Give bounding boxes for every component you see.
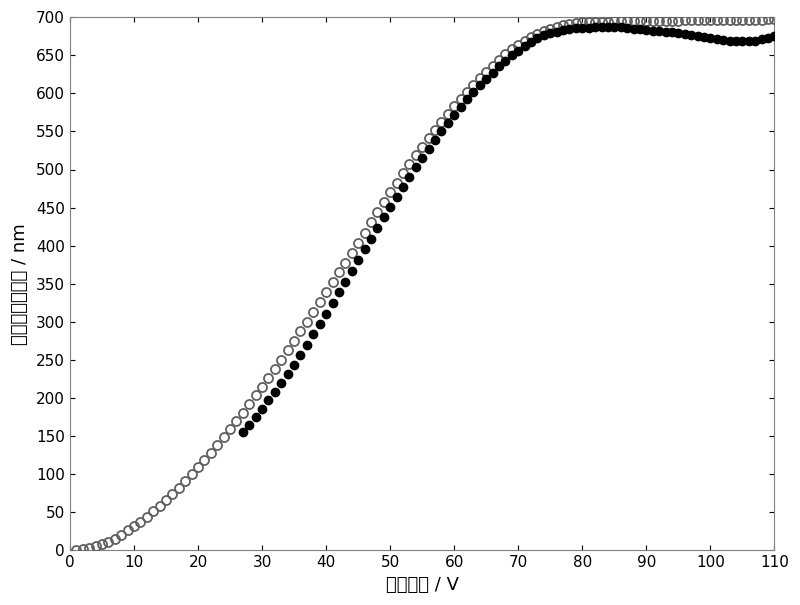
Y-axis label: 压电陶瓷位移量 / nm: 压电陶瓷位移量 / nm <box>11 223 29 345</box>
X-axis label: 驱动电压 / V: 驱动电压 / V <box>386 576 458 594</box>
